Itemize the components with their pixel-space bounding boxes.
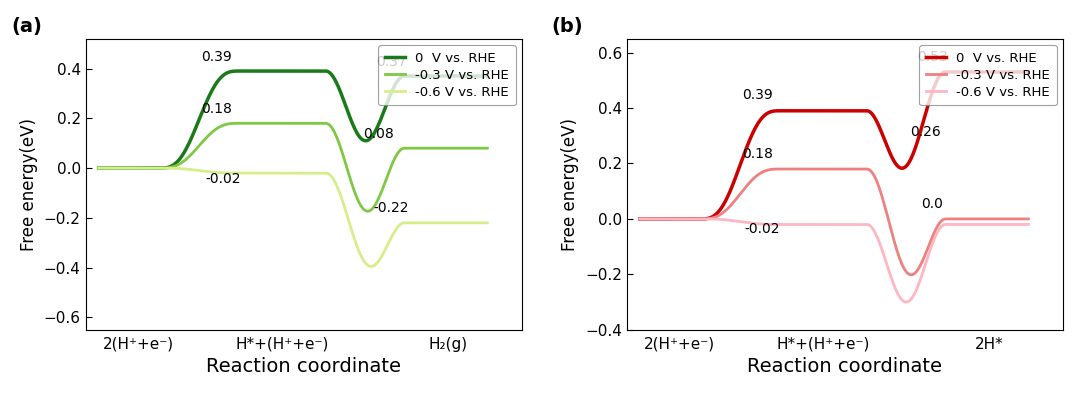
Legend: 0  V vs. RHE, -0.3 V vs. RHE, -0.6 V vs. RHE: 0 V vs. RHE, -0.3 V vs. RHE, -0.6 V vs. … — [378, 45, 515, 105]
Text: 0.18: 0.18 — [201, 102, 232, 116]
Text: -0.02: -0.02 — [744, 222, 780, 235]
X-axis label: Reaction coordinate: Reaction coordinate — [206, 357, 402, 376]
Y-axis label: Free energy(eV): Free energy(eV) — [21, 118, 38, 251]
Legend: 0  V vs. RHE, -0.3 V vs. RHE, -0.6 V vs. RHE: 0 V vs. RHE, -0.3 V vs. RHE, -0.6 V vs. … — [919, 45, 1056, 105]
Text: 0.39: 0.39 — [742, 88, 773, 103]
Text: (b): (b) — [552, 17, 583, 36]
Text: 0.0: 0.0 — [921, 196, 943, 211]
Y-axis label: Free energy(eV): Free energy(eV) — [562, 118, 579, 251]
Text: 0.37: 0.37 — [376, 55, 406, 68]
Text: 0.53: 0.53 — [917, 50, 947, 64]
Text: -0.22: -0.22 — [374, 201, 409, 215]
Text: 0.18: 0.18 — [742, 147, 773, 161]
Text: 0.39: 0.39 — [201, 50, 232, 64]
Text: (a): (a) — [11, 17, 42, 36]
X-axis label: Reaction coordinate: Reaction coordinate — [747, 357, 943, 376]
Text: 0.26: 0.26 — [910, 125, 941, 138]
Text: 0.08: 0.08 — [363, 127, 393, 141]
Text: -0.02: -0.02 — [205, 171, 241, 185]
